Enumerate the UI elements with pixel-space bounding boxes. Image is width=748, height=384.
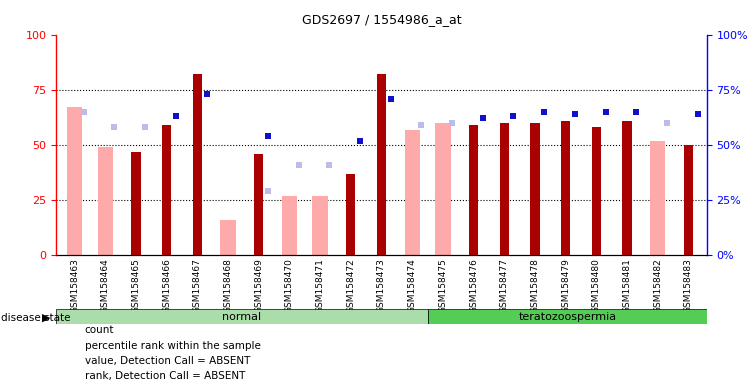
Bar (193, 74, 202, 255)
Text: GSM158474: GSM158474 (408, 258, 417, 313)
Text: GSM158466: GSM158466 (162, 258, 171, 313)
Text: percentile rank within the sample: percentile rank within the sample (85, 341, 260, 351)
Text: GSM158473: GSM158473 (377, 258, 386, 313)
Bar (405, 129, 420, 255)
Bar (684, 145, 693, 255)
Text: GSM158476: GSM158476 (469, 258, 478, 313)
Text: GSM158482: GSM158482 (653, 258, 662, 313)
Bar (530, 123, 539, 255)
Text: GSM158479: GSM158479 (561, 258, 570, 313)
Text: GSM158483: GSM158483 (684, 258, 693, 313)
Text: disease state: disease state (1, 313, 70, 323)
Bar (346, 174, 355, 255)
Bar (428, 309, 707, 324)
Text: GSM158469: GSM158469 (254, 258, 263, 313)
Bar (435, 123, 450, 255)
Bar (622, 121, 631, 255)
Bar (162, 125, 171, 255)
Bar (97, 147, 113, 255)
Text: value, Detection Call = ABSENT: value, Detection Call = ABSENT (85, 356, 250, 366)
Text: GSM158478: GSM158478 (530, 258, 539, 313)
Bar (254, 154, 263, 255)
Bar (221, 220, 236, 255)
Text: count: count (85, 325, 114, 335)
Text: GDS2697 / 1554986_a_at: GDS2697 / 1554986_a_at (301, 13, 462, 26)
Bar (377, 74, 386, 255)
Text: normal: normal (222, 312, 262, 322)
Bar (561, 121, 570, 255)
Bar (313, 196, 328, 255)
Bar (67, 108, 82, 255)
Text: GSM158464: GSM158464 (101, 258, 110, 313)
Bar (469, 125, 478, 255)
Text: GSM158477: GSM158477 (500, 258, 509, 313)
Bar (56, 309, 428, 324)
Text: GSM158470: GSM158470 (285, 258, 294, 313)
Bar (132, 152, 141, 255)
Text: teratozoospermia: teratozoospermia (518, 312, 616, 322)
Text: GSM158471: GSM158471 (316, 258, 325, 313)
Text: rank, Detection Call = ABSENT: rank, Detection Call = ABSENT (85, 371, 245, 381)
Text: ▶: ▶ (43, 313, 51, 323)
Text: GSM158472: GSM158472 (346, 258, 355, 313)
Text: GSM158481: GSM158481 (622, 258, 631, 313)
Bar (592, 127, 601, 255)
Text: GSM158463: GSM158463 (70, 258, 79, 313)
Text: GSM158480: GSM158480 (592, 258, 601, 313)
Bar (282, 196, 297, 255)
Bar (500, 123, 509, 255)
Text: GSM158465: GSM158465 (132, 258, 141, 313)
Text: GSM158468: GSM158468 (224, 258, 233, 313)
Bar (650, 141, 666, 255)
Text: GSM158467: GSM158467 (193, 258, 202, 313)
Text: GSM158475: GSM158475 (438, 258, 447, 313)
